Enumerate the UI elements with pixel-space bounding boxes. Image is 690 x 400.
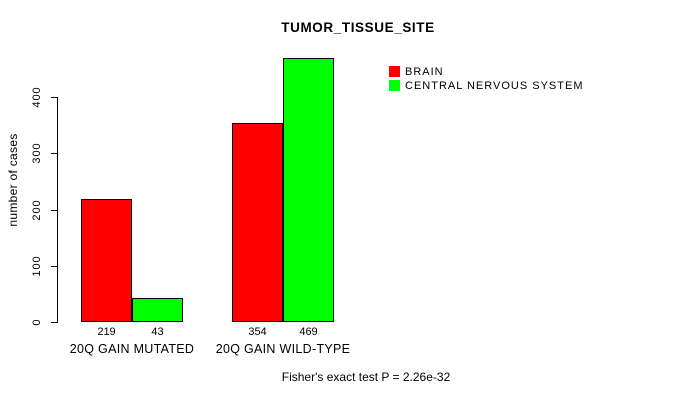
y-axis-tick (51, 265, 57, 267)
y-tick-label: 300 (31, 142, 43, 164)
x-category-label: 20Q GAIN MUTATED (69, 342, 195, 356)
y-tick-label: 100 (31, 255, 43, 277)
legend-item-central-nervous-system: CENTRAL NERVOUS SYSTEM (389, 79, 583, 92)
y-axis-title: number of cases (6, 133, 20, 227)
y-axis-tick (51, 209, 57, 211)
bar-brain-20q-gain-wild-type (232, 123, 283, 322)
bar-value-label: 219 (97, 326, 116, 338)
bar-value-label: 43 (151, 326, 164, 338)
legend-item-brain: BRAIN (389, 65, 583, 78)
bar-central-nervous-system-20q-gain-wild-type (283, 58, 334, 322)
y-tick-label: 0 (31, 318, 43, 326)
legend-label: CENTRAL NERVOUS SYSTEM (405, 79, 584, 92)
bar-brain-20q-gain-mutated (81, 199, 132, 322)
legend: BRAIN CENTRAL NERVOUS SYSTEM (389, 65, 583, 93)
stat-annotation: Fisher's exact test P = 2.26e-32 (281, 370, 451, 384)
y-axis-tick (51, 97, 57, 98)
y-tick-label: 400 (31, 86, 43, 108)
bar-central-nervous-system-20q-gain-mutated (132, 298, 183, 322)
chart-title: TUMOR_TISSUE_SITE (281, 20, 435, 35)
y-axis-line (57, 97, 58, 323)
y-axis-tick (51, 153, 57, 155)
bar-value-label: 469 (299, 326, 318, 338)
legend-swatch-icon (389, 66, 400, 77)
y-tick-label: 200 (31, 198, 43, 221)
x-category-label: 20Q GAIN WILD-TYPE (215, 342, 351, 356)
bar-value-label: 354 (248, 326, 267, 338)
legend-swatch-icon (389, 80, 400, 91)
y-axis-tick (51, 322, 57, 323)
legend-label: BRAIN (405, 65, 444, 78)
